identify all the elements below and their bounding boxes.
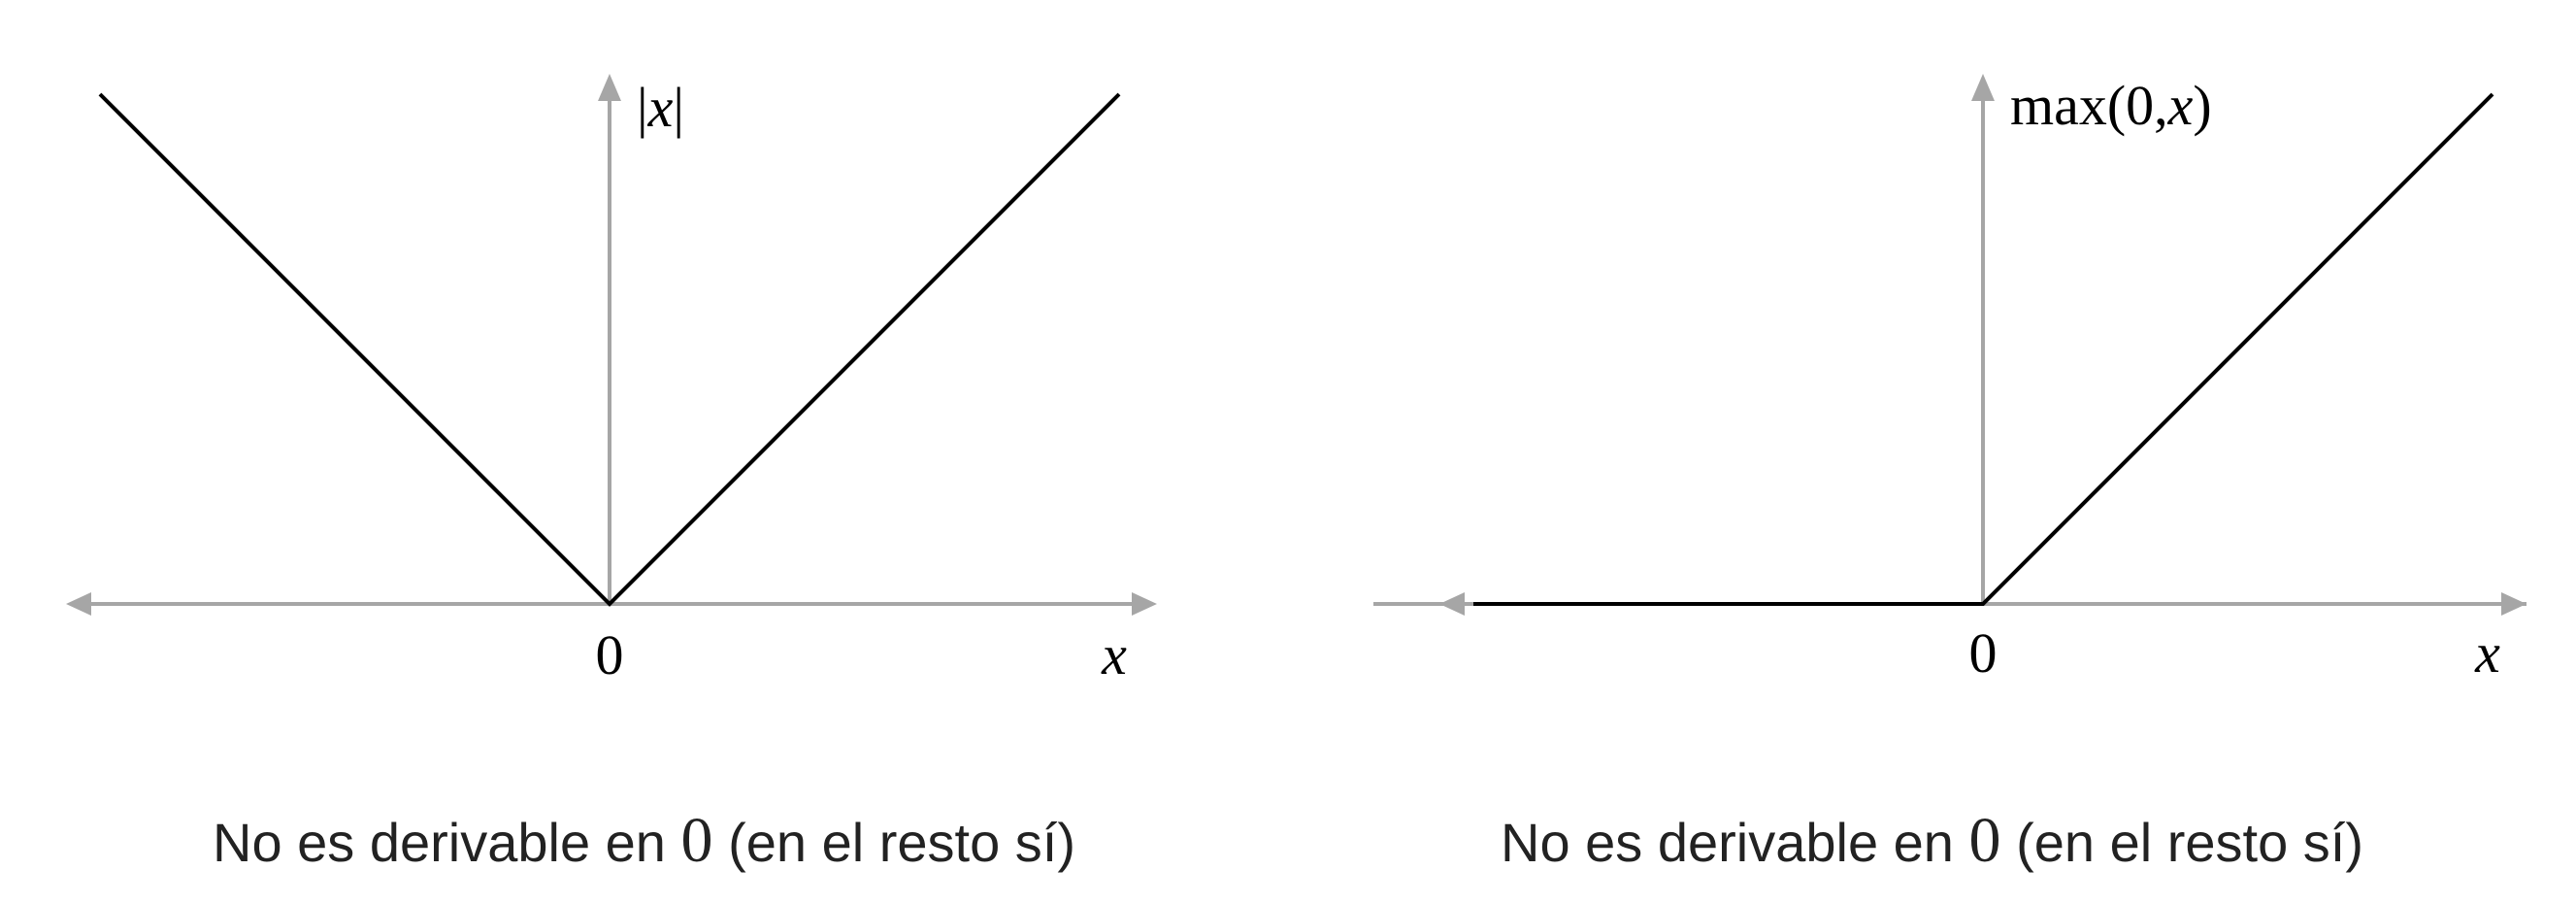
y-label-part-1: max(0, [2010,74,2168,137]
caption-zero: 0 [680,805,713,876]
caption-text-end: (en el resto sí) [2000,812,2363,873]
x-axis-left-arrow [1439,592,1465,616]
caption-text-start: No es derivable en [213,812,681,873]
y-axis-arrow [598,74,621,101]
y-axis-arrow [1971,74,1995,101]
caption-text-end: (en el resto sí) [712,812,1075,873]
series-line [1473,92,2494,606]
x-axis-label: x [2474,621,2500,685]
caption-zero: 0 [1968,805,2001,876]
caption-text-start: No es derivable en [1501,812,1969,873]
y-axis-label: |x| [637,76,684,139]
series-line [98,92,1121,607]
x-axis-left-arrow [66,592,91,616]
x-axis-right-arrow [1132,592,1157,616]
x-tick-label-zero: 0 [596,623,624,686]
relu-chart: max(0,x) 0 x [1373,74,2526,685]
relu-caption: No es derivable en 0 (en el resto sí) [1288,804,2576,878]
y-label-part-2: x [2167,74,2194,137]
x-axis-label: x [1101,623,1127,686]
y-label-part-1: | [637,76,648,139]
x-tick-label-zero: 0 [1969,621,1998,685]
abs-caption: No es derivable en 0 (en el resto sí) [0,804,1288,878]
abs-chart: |x| 0 x [66,74,1157,686]
x-axis-right-arrow [2501,592,2526,616]
y-label-part-3: | [673,76,684,139]
y-label-part-3: ) [2193,74,2211,137]
y-axis-label: max(0,x) [2010,74,2212,137]
y-label-part-2: x [647,76,674,139]
